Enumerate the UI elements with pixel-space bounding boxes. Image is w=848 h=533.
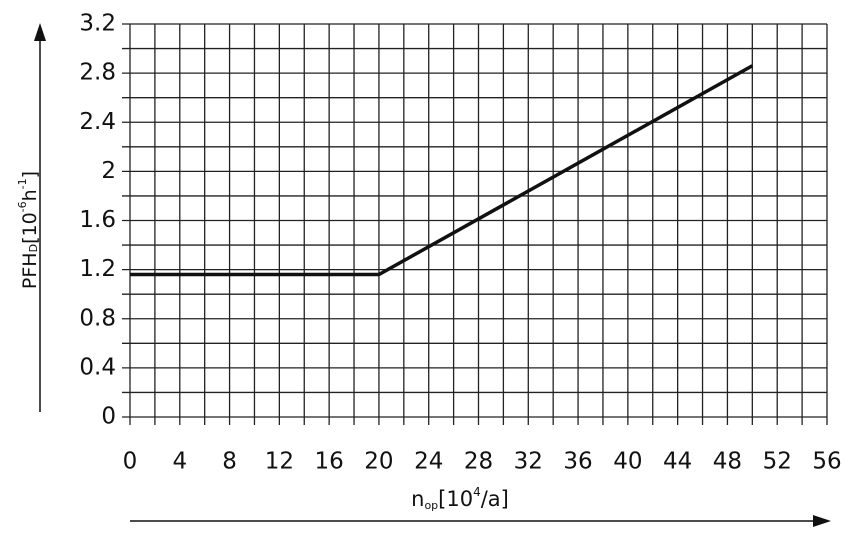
y-tick-label: 3.2 [79,11,116,37]
x-axis-label: nop[104/a] [411,485,509,513]
data-line [130,64,754,277]
y-tick-label: 2.8 [79,60,116,86]
x-tick-label: 32 [514,449,543,475]
y-tick-label: 0 [101,404,116,430]
y-tick-label: 2 [101,158,116,184]
x-tick-label: 28 [464,449,493,475]
y-tick-label: 2.4 [79,109,116,135]
y-axis-label: PFHD[10-6h-1] [16,171,41,289]
y-tick-label: 0.8 [79,305,116,331]
x-tick-label: 24 [414,449,443,475]
x-tick-label: 44 [663,449,692,475]
x-tick-label: 12 [265,449,294,475]
x-tick-label: 16 [315,449,344,475]
x-tick-label: 40 [613,449,642,475]
x-tick-label: 48 [713,449,742,475]
x-tick-label: 4 [172,449,187,475]
x-tick-label: 0 [123,449,138,475]
y-tick-label: 0.4 [79,354,116,380]
y-tick-label: 1.6 [79,207,116,233]
x-tick-label: 52 [763,449,792,475]
x-tick-label: 36 [563,449,592,475]
x-tick-label: 20 [364,449,393,475]
y-tick-label: 1.2 [79,256,116,282]
x-tick-label: 8 [222,449,237,475]
x-tick-label: 56 [812,449,841,475]
